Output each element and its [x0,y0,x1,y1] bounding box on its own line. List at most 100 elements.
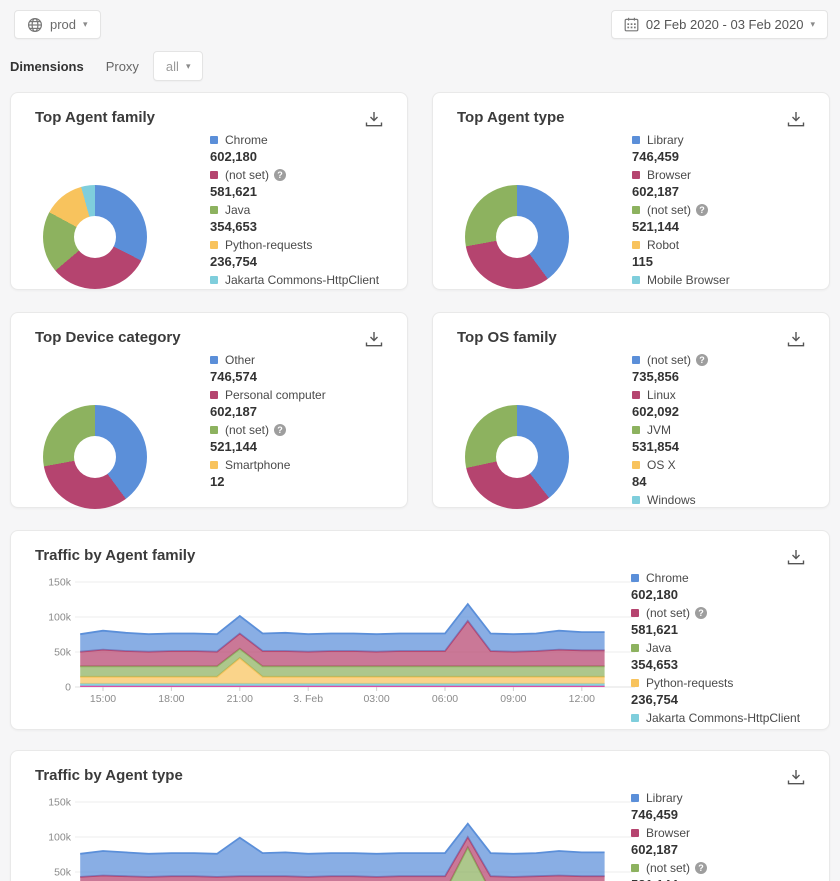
legend-item[interactable]: (not set)? [210,168,400,182]
area-series-Java [80,648,605,677]
card-top-os-family: Top OS family (not set)? 735,856 Linux 602,… [432,312,830,509]
help-icon[interactable]: ? [696,204,709,216]
globe-icon [27,17,43,32]
download-icon[interactable] [787,549,805,565]
legend-item[interactable]: (not set)? [632,353,822,367]
legend-item[interactable]: Other [210,353,400,367]
legend-item[interactable]: Python-requests [210,238,400,252]
donut-chart-agent-family[interactable] [43,185,147,289]
download-icon[interactable] [787,331,805,347]
donut-chart-device-category[interactable] [43,405,147,509]
legend-item[interactable]: Python-requests [631,676,826,690]
legend: Other 746,574 Personal computer 602,187 (not… [210,353,400,493]
legend-item[interactable]: Jakarta Commons-HttpClient [210,273,400,287]
chevron-down-icon: ▾ [810,19,815,29]
area-series-(not set) [80,620,605,667]
date-range-picker[interactable]: 02 Feb 2020 - 03 Feb 2020 ▾ [610,10,828,39]
legend-label: Browser [647,168,692,182]
legend-item[interactable]: (not set)? [631,606,826,620]
legend-item[interactable]: Chrome [631,571,826,585]
legend-label: (not set) [646,861,691,875]
legend-swatch [632,461,640,469]
legend-item[interactable]: Java [210,203,400,217]
card-title: Top OS family [457,329,557,346]
legend-label: Robot [647,238,680,252]
card-top-device-category: Top Device category Other 746,574 Personal… [10,312,408,509]
download-icon[interactable] [787,769,805,785]
legend-label: Mobile Browser [647,273,730,287]
x-axis-tick-label: 18:00 [158,693,184,705]
help-icon[interactable]: ? [274,424,287,436]
legend-label: Java [646,641,672,655]
legend-item[interactable]: Browser [631,826,826,840]
legend-label: (not set) [646,606,691,620]
legend-label: (not set) [225,168,270,182]
environment-selector[interactable]: prod ▾ [14,10,101,39]
card-title: Traffic by Agent family [35,547,196,564]
legend-item[interactable]: Java [631,641,826,655]
legend: Chrome 602,180 (not set)? 581,621 Java 354,65… [631,571,826,731]
chevron-down-icon: ▾ [83,19,88,29]
help-icon[interactable]: ? [695,607,708,619]
legend-item[interactable]: (not set)? [632,203,822,217]
legend-item[interactable]: Robot [632,238,822,252]
legend-swatch [632,496,640,504]
legend-item[interactable]: Mobile Browser [632,273,822,287]
legend-item[interactable]: JVM [632,423,822,437]
legend-label: (not set) [225,423,270,437]
legend-item[interactable]: (not set)? [631,861,826,875]
area-series-(not set) [450,847,486,881]
help-icon[interactable]: ? [695,862,708,874]
legend-label: Windows [647,493,696,507]
x-axis-tick-label: 06:00 [432,693,458,705]
y-axis-tick-label: 100k [48,612,72,624]
donut-chart-os-family[interactable] [465,405,569,509]
download-icon[interactable] [787,111,805,127]
download-icon[interactable] [365,111,383,127]
proxy-label: Proxy [105,58,139,74]
legend-swatch [210,241,218,249]
legend-item[interactable]: Browser [632,168,822,182]
legend-swatch [210,136,218,144]
legend-label: Python-requests [225,238,313,252]
legend-value: 12 [210,474,225,489]
help-icon[interactable]: ? [274,169,287,181]
donut-chart-agent-type[interactable] [465,185,569,289]
legend-value: 521,144 [632,219,679,234]
legend-label: Linux [647,388,676,402]
legend-item[interactable]: Chrome [210,133,400,147]
download-icon[interactable] [365,331,383,347]
legend-label: Chrome [225,133,268,147]
help-icon[interactable]: ? [696,354,709,366]
legend-swatch [632,136,640,144]
stacked-area-chart-agent-family[interactable]: 150k 100k 50k 0 15:00 18:00 21:00 3. Feb 03:00 06… [47,576,637,706]
legend-label: Other [225,353,256,367]
legend: (not set)? 735,856 Linux 602,092 JVM 531,854 O… [632,353,822,513]
legend-item[interactable]: Linux [632,388,822,402]
card-title: Traffic by Agent type [35,767,183,784]
legend-value: 236,754 [631,692,678,707]
proxy-dropdown[interactable]: all ▾ [152,51,204,81]
x-axis-tick-label: 12:00 [569,693,595,705]
legend-value: 602,092 [632,404,679,419]
legend-value: 746,574 [210,369,257,384]
legend-swatch [631,829,639,837]
legend-item[interactable]: Library [632,133,822,147]
legend-item[interactable]: Jakarta Commons-HttpClient [631,711,826,725]
legend-item[interactable]: Library [631,791,826,805]
legend-swatch [631,644,639,652]
legend-item[interactable]: OS X [632,458,822,472]
legend-item[interactable]: Smartphone [210,458,400,472]
legend: Chrome 602,180 (not set)? 581,621 Java 354,65… [210,133,400,293]
legend-label: Jakarta Commons-HttpClient [646,711,801,725]
legend-value: 531,854 [632,439,679,454]
dimensions-label: Dimensions [10,58,84,74]
legend-item[interactable]: Personal computer [210,388,400,402]
card-top-agent-type: Top Agent type Library 746,459 Browser 602,… [432,92,830,290]
legend-label: Smartphone [225,458,291,472]
legend-item[interactable]: (not set)? [210,423,400,437]
legend-value: 602,187 [632,184,679,199]
legend-item[interactable]: Windows [632,493,822,507]
y-axis-tick-label: 100k [48,832,72,844]
